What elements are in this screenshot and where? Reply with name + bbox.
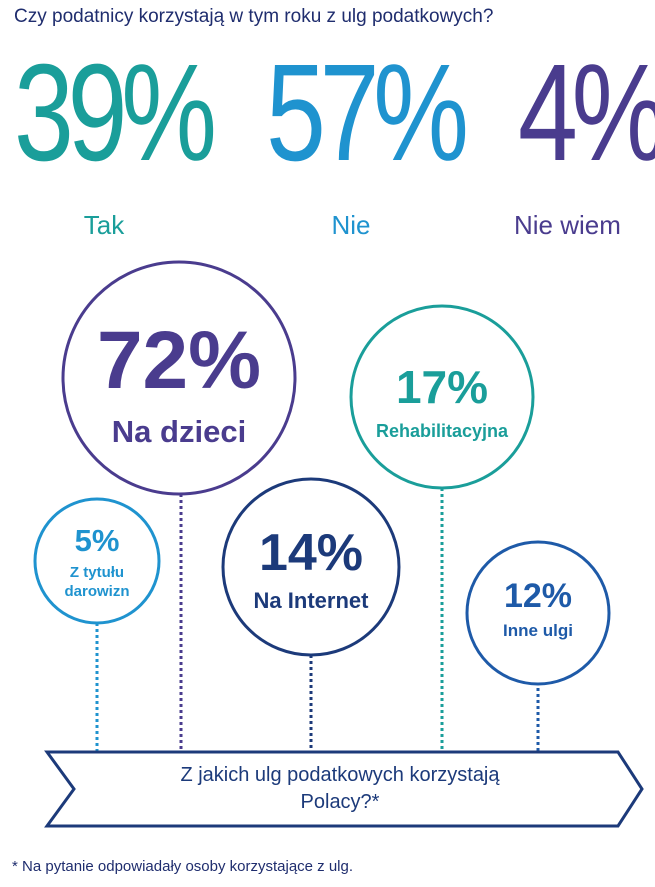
answer-no-value: 57% [266, 36, 469, 190]
bubble-rehab [349, 304, 535, 490]
banner-arrow [44, 750, 644, 828]
footnote: * Na pytanie odpowiadały osoby korzystaj… [12, 858, 354, 875]
bubble-darowizn-label-line2: darowizn [64, 583, 129, 600]
bubble-darowizn [33, 497, 161, 625]
banner-line2: Polacy?* [301, 791, 380, 813]
answer-yes-value: 39% [14, 36, 217, 190]
bubble-inne [465, 540, 611, 686]
bubble-inne-label: Inne ulgi [503, 621, 573, 640]
bubble-rehab-label: Rehabilitacyjna [376, 421, 509, 441]
chart-title: Czy podatnicy korzystają w tym roku z ul… [14, 6, 494, 27]
bubble-dzieci-value: 72% [97, 315, 261, 406]
bubble-dzieci-label: Na dzieci [112, 414, 246, 449]
bubble-darowizn-value: 5% [75, 523, 120, 558]
answer-no-label: Nie [331, 210, 371, 240]
answer-dontknow-value: 4% [518, 36, 655, 190]
bubble-inne-value: 12% [504, 577, 572, 615]
bubble-internet [221, 477, 401, 657]
answer-dontknow-label: Nie wiem [514, 210, 621, 240]
bubble-darowizn-label-line1: Z tytułu [70, 564, 124, 581]
bubble-rehab-value: 17% [396, 361, 488, 413]
banner-line1: Z jakich ulg podatkowych korzystają [180, 764, 500, 786]
bubble-internet-value: 14% [259, 524, 363, 582]
bubble-internet-label: Na Internet [254, 588, 370, 613]
answer-yes-label: Tak [83, 210, 125, 240]
bubble-dzieci [61, 260, 297, 496]
